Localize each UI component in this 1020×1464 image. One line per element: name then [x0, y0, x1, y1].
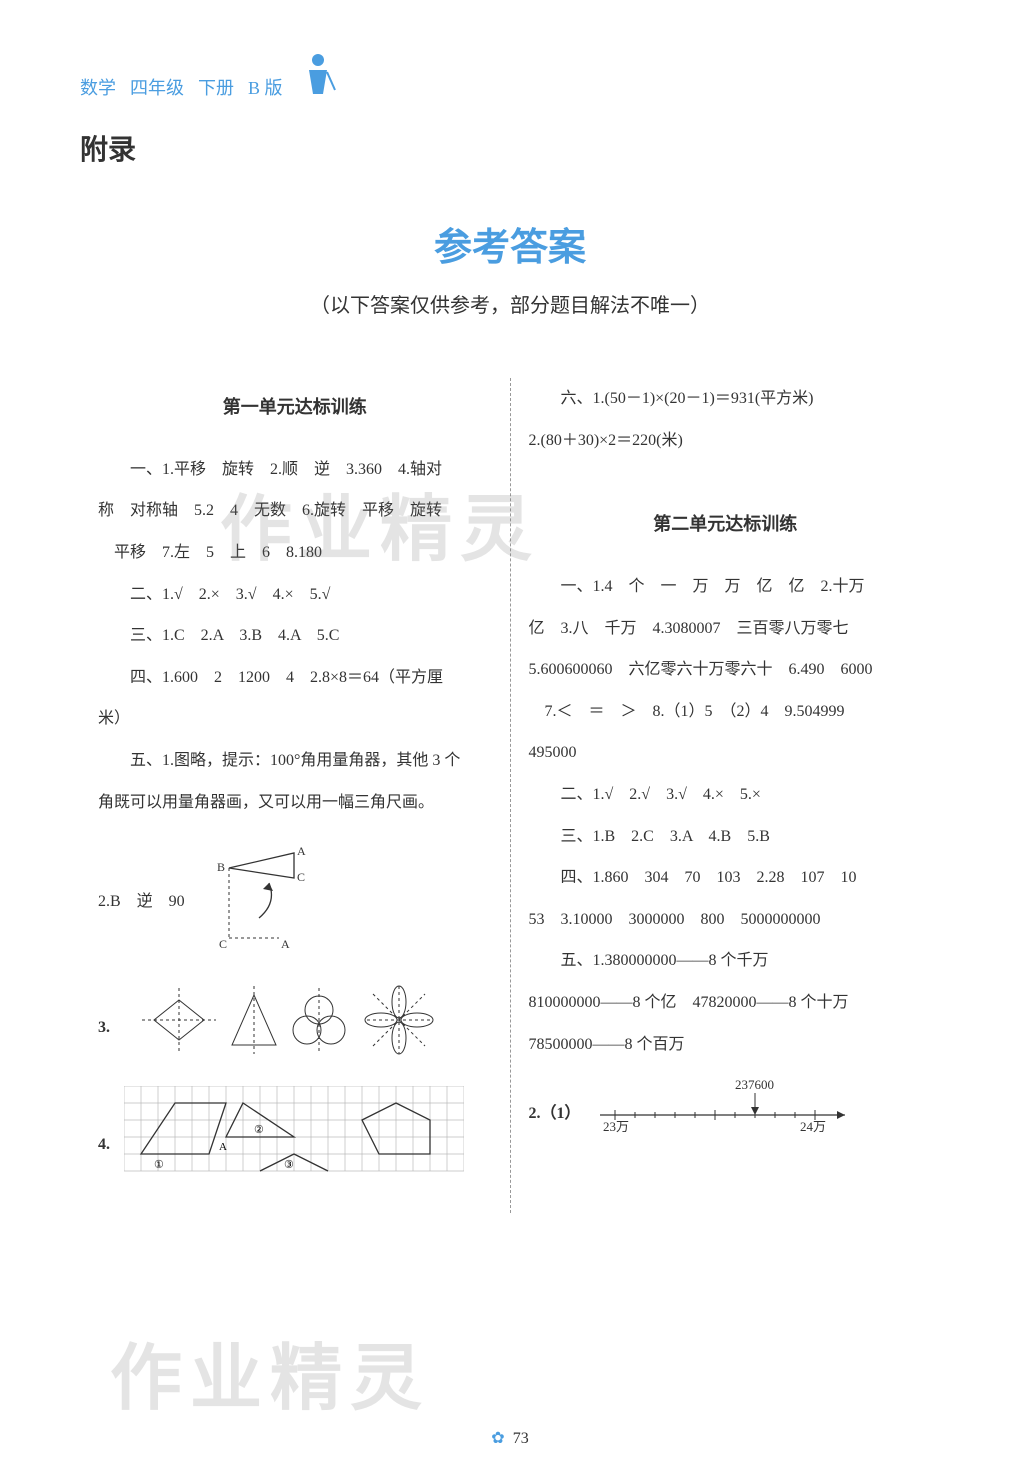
l-5d: 3. — [98, 1007, 110, 1049]
svg-text:C: C — [219, 937, 227, 951]
svg-text:C: C — [297, 870, 305, 884]
svg-text:B: B — [217, 860, 225, 874]
l-4a: 四、1.600 2 1200 4 2.8×8＝64（平方厘 — [98, 657, 492, 699]
r-5d: 2.（1） — [529, 1093, 581, 1135]
l-3: 三、1.C 2.A 3.B 4.A 5.C — [98, 615, 492, 657]
page-number-value: 73 — [513, 1430, 529, 1447]
main-title: 参考答案 — [80, 216, 940, 271]
l-1b: 称 对称轴 5.2 4 无数 6.旋转 平移 旋转 — [98, 490, 492, 532]
r-5c: 78500000——8 个百万 — [529, 1024, 923, 1066]
svg-text:23万: 23万 — [603, 1119, 629, 1134]
l-5b: 角既可以用量角器画，又可以用一幅三角尺画。 — [98, 782, 492, 824]
r-2: 二、1.√ 2.√ 3.√ 4.× 5.× — [529, 774, 923, 816]
r-5b: 810000000——8 个亿 47820000——8 个十万 — [529, 982, 923, 1024]
unit2-title: 第二单元达标训练 — [529, 501, 923, 548]
hdr-subject: 数学 — [80, 74, 116, 100]
r-1e: 495000 — [529, 732, 923, 774]
r-3: 三、1.B 2.C 3.A 4.B 5.B — [529, 816, 923, 858]
svg-text:③: ③ — [284, 1159, 294, 1171]
page-ornament-icon: ✿ — [491, 1430, 504, 1447]
r-4a: 四、1.860 304 70 103 2.28 107 10 — [529, 857, 923, 899]
svg-text:A: A — [297, 844, 306, 858]
page-header: 数学 四年级 下册 B 版 — [80, 50, 940, 100]
right-column: 六、1.(50－1)×(20－1)＝931(平方米) 2.(80＋30)×2＝2… — [511, 378, 941, 1213]
svg-text:24万: 24万 — [800, 1119, 826, 1134]
l-2: 二、1.√ 2.× 3.√ 4.× 5.√ — [98, 574, 492, 616]
fig-q4-row: 4. — [98, 1086, 492, 1203]
watermark-text-2: 作业精灵 — [110, 1319, 430, 1424]
r-1d: 7.＜ ＝ ＞ 8.（1）5 （2）4 9.504999 — [529, 691, 923, 733]
r-1a: 一、1.4 个 一 万 万 亿 亿 2.十万 — [529, 566, 923, 608]
subtitle: （以下答案仅供参考，部分题目解法不唯一） — [80, 289, 940, 318]
l-4b: 米） — [98, 698, 492, 740]
r-6b: 2.(80＋30)×2＝220(米) — [529, 420, 923, 462]
hdr-edition: B 版 — [248, 74, 283, 100]
svg-text:②: ② — [254, 1124, 264, 1136]
left-column: 第一单元达标训练 一、1.平移 旋转 2.顺 逆 3.360 4.轴对 称 对称… — [80, 378, 510, 1213]
svg-text:A: A — [281, 937, 290, 951]
rotation-triangle-icon: A C B C A — [199, 833, 309, 970]
l-5c: 2.B 逆 90 — [98, 881, 185, 923]
r-4b: 53 3.10000 3000000 800 5000000000 — [529, 899, 923, 941]
l-1c: 平移 7.左 5 上 6 8.180 — [98, 532, 492, 574]
l-5e: 4. — [98, 1124, 110, 1166]
l-1a: 一、1.平移 旋转 2.顺 逆 3.360 4.轴对 — [98, 449, 492, 491]
number-line-icon: 237600 23万 24万 — [595, 1075, 855, 1152]
r-1b: 亿 3.八 千万 4.3080007 三百零八万零七 — [529, 608, 923, 650]
fig-q2-row: 2.B 逆 90 A C B C A — [98, 833, 492, 970]
fig-q3-row: 3. — [98, 980, 492, 1077]
grid-shapes-icon: ① ② ③ A — [124, 1086, 464, 1203]
l-5a: 五、1.图略，提示：100°角用量角器，其他 3 个 — [98, 740, 492, 782]
svg-text:①: ① — [154, 1159, 164, 1171]
hdr-vol: 下册 — [198, 74, 234, 100]
appendix-heading: 附录 — [80, 128, 940, 168]
symmetry-figures-icon — [124, 980, 444, 1077]
r-6a: 六、1.(50－1)×(20－1)＝931(平方米) — [529, 378, 923, 420]
two-column-layout: 第一单元达标训练 一、1.平移 旋转 2.顺 逆 3.360 4.轴对 称 对称… — [80, 378, 940, 1213]
unit1-title: 第一单元达标训练 — [98, 384, 492, 431]
hdr-grade: 四年级 — [130, 74, 184, 100]
svg-text:A: A — [219, 1141, 227, 1153]
numline-top-label: 237600 — [735, 1077, 774, 1092]
page-number: ✿ 73 — [0, 1428, 1020, 1448]
student-icon — [297, 50, 339, 100]
r-5a: 五、1.380000000——8 个千万 — [529, 940, 923, 982]
fig-numline-row: 2.（1） — [529, 1075, 923, 1152]
r-1c: 5.600600060 六亿零六十万零六十 6.490 6000 — [529, 649, 923, 691]
